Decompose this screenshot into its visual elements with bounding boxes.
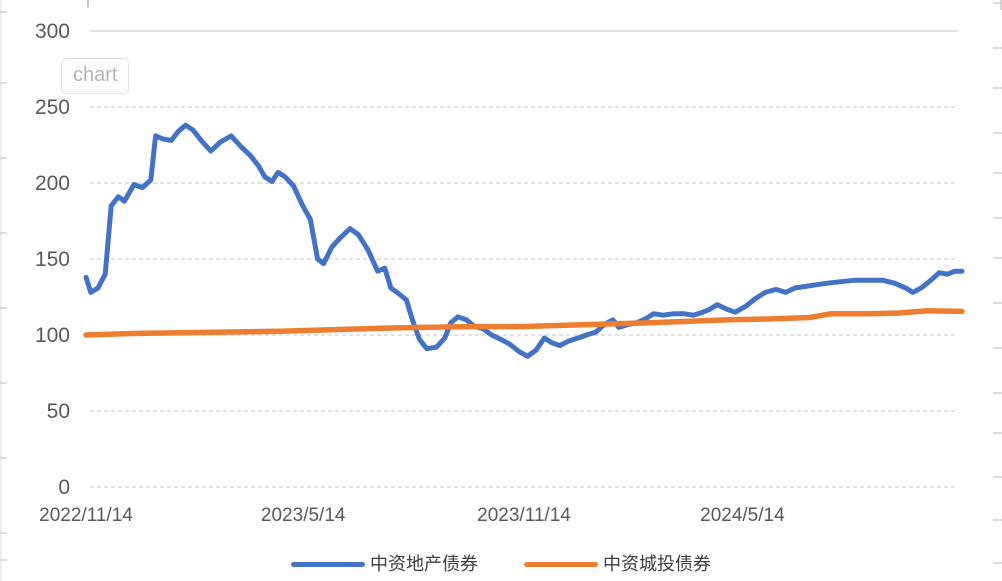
chart-tooltip: chart [61, 58, 130, 94]
x-axis-tick-label-1: 2023/5/14 [261, 505, 346, 526]
legend-label-urban-investment-bonds: 中资城投债券 [603, 554, 711, 574]
chart-tooltip-label: chart [73, 64, 118, 86]
y-axis-tick-label-150: 150 [35, 248, 70, 271]
y-axis-tick-label-50: 50 [47, 400, 70, 423]
legend-label-real-estate-bonds: 中资地产债券 [370, 554, 478, 574]
y-axis-tick-label-250: 250 [35, 96, 70, 119]
y-axis-tick-label-300: 300 [35, 20, 70, 43]
x-axis-tick-label-3: 2024/5/14 [700, 505, 785, 526]
x-axis-tick-label-2: 2023/11/14 [477, 505, 571, 526]
y-axis-tick-label-100: 100 [35, 324, 70, 347]
legend-item-real-estate-bonds: 中资地产债券 [291, 555, 478, 573]
legend-line-swatch-orange [524, 561, 598, 567]
series-line-1 [83, 307, 965, 338]
y-axis-tick-label-0: 0 [58, 476, 70, 499]
x-axis-tick-label-0: 2022/11/14 [39, 505, 133, 526]
chart-legend: 中资地产债券 中资城投债券 [0, 551, 1002, 577]
legend-line-swatch-blue [291, 561, 365, 567]
series-line-0 [83, 122, 965, 359]
y-axis-tick-label-200: 200 [35, 172, 70, 195]
legend-item-urban-investment-bonds: 中资城投债券 [524, 555, 711, 573]
